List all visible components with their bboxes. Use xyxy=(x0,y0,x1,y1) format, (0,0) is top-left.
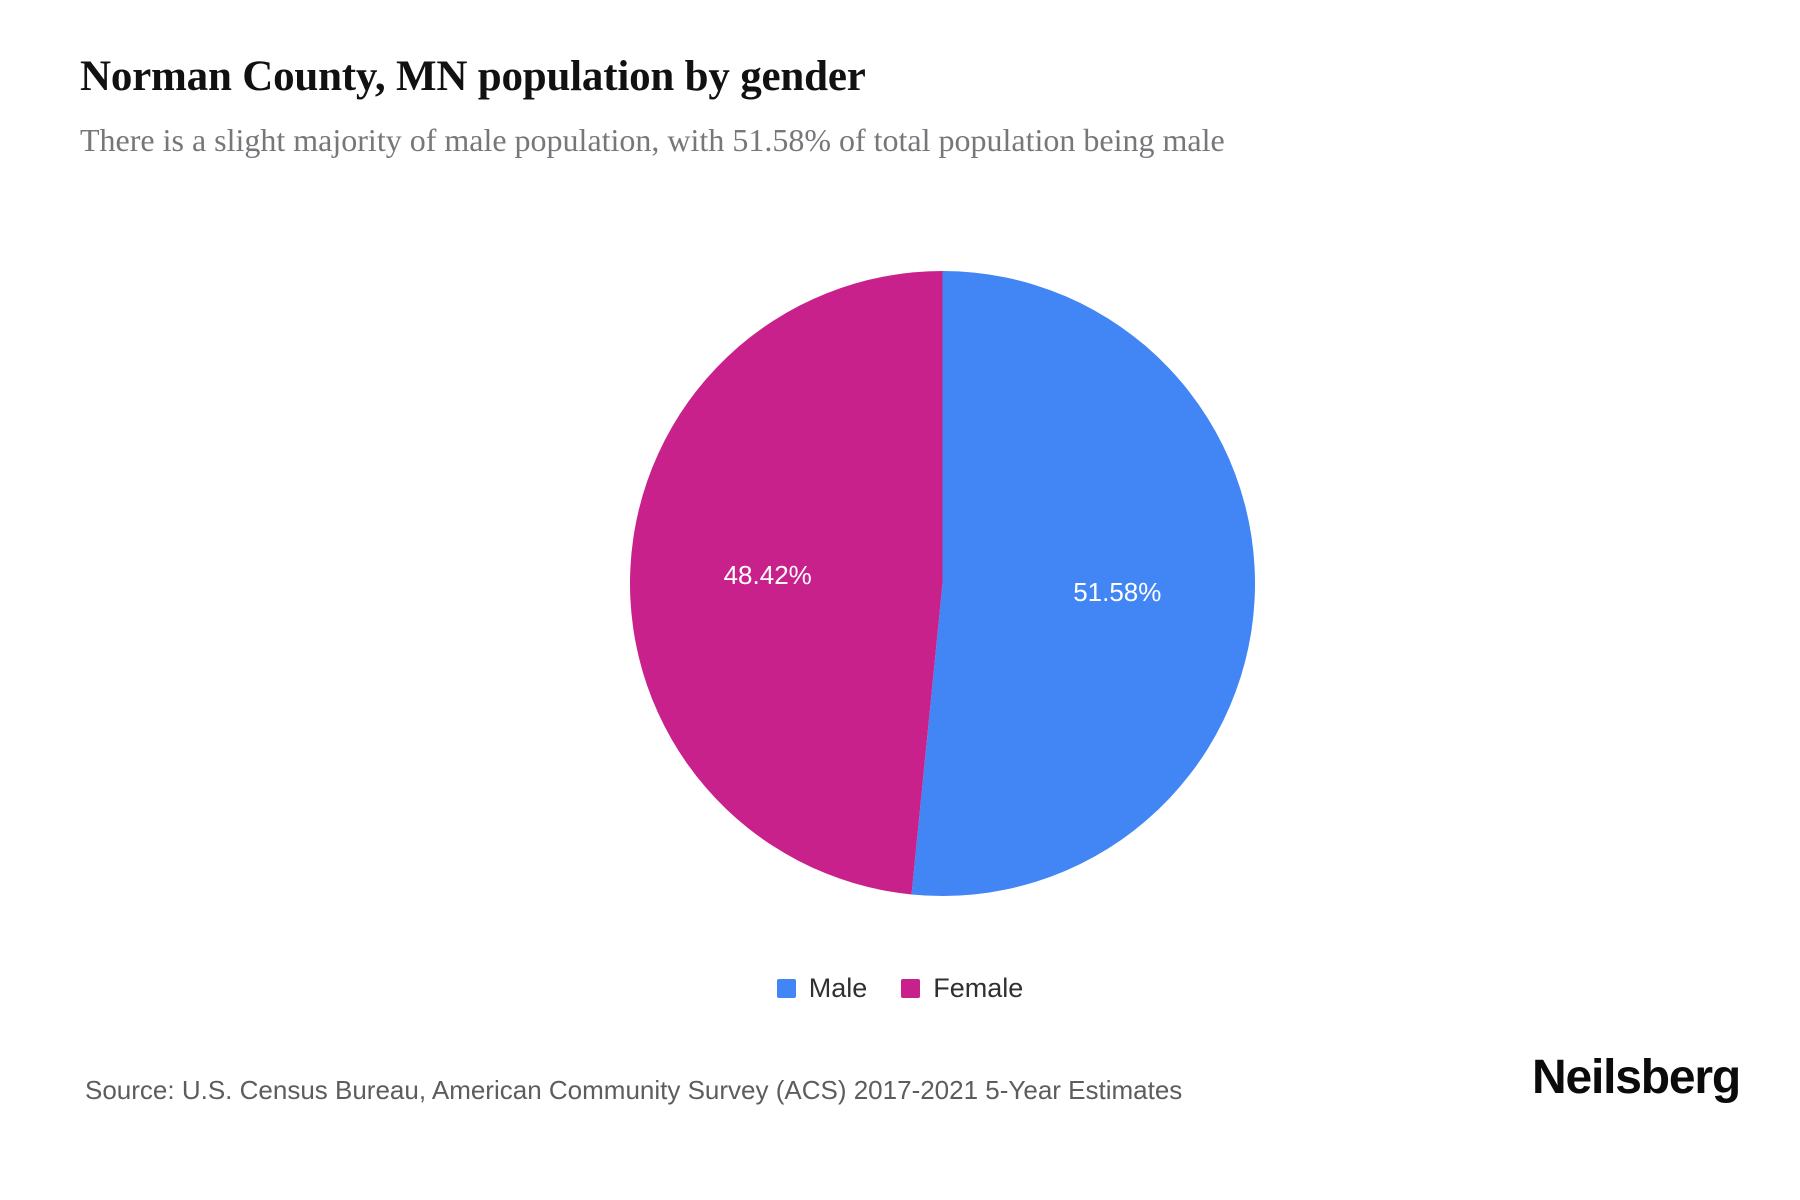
chart-legend: Male Female xyxy=(0,975,1800,1002)
chart-subtitle: There is a slight majority of male popul… xyxy=(80,122,1225,158)
pie-slice-label-male: 51.58% xyxy=(1073,577,1161,607)
legend-item-male[interactable]: Male xyxy=(776,973,868,1003)
page-title: Norman County, MN population by gender xyxy=(80,53,866,100)
pie-slice-male[interactable] xyxy=(911,271,1255,896)
legend-swatch-female-icon xyxy=(901,979,921,998)
pie-chart: 51.58% 48.42% xyxy=(629,271,1255,896)
legend-label-female: Female xyxy=(933,973,1024,1003)
pie-slice-label-female: 48.42% xyxy=(724,560,812,590)
legend-item-female[interactable]: Female xyxy=(901,975,1023,1002)
brand-logo: Neilsberg xyxy=(1532,1051,1741,1104)
plot-area: 51.58% 48.42% xyxy=(0,200,1800,920)
source-note: Source: U.S. Census Bureau, American Com… xyxy=(85,1075,1183,1105)
legend-label-male: Male xyxy=(808,973,868,1003)
pie-slice-female[interactable] xyxy=(629,271,943,895)
legend-swatch-male-icon xyxy=(776,979,796,998)
pie-svg: 51.58% 48.42% xyxy=(629,271,1255,896)
